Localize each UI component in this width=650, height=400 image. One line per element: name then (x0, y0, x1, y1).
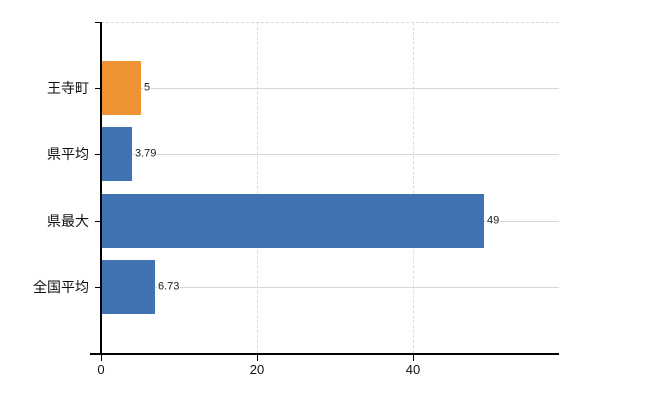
x-axis-tick (101, 355, 102, 361)
bar-value-label: 5 (143, 81, 152, 95)
x-axis-tick-label: 0 (97, 362, 105, 377)
y-axis-tick (95, 221, 101, 222)
x-axis-tick (257, 355, 258, 361)
bar (102, 127, 132, 181)
v-gridline (257, 22, 258, 353)
bar (102, 61, 141, 115)
y-axis-tick (95, 22, 101, 23)
y-axis-tick (95, 154, 101, 155)
bar-value-label: 6.73 (157, 280, 181, 294)
x-axis-tick-label: 40 (405, 362, 421, 377)
bar-value-label: 3.79 (134, 147, 158, 161)
y-axis-line (100, 22, 102, 355)
bar (102, 260, 155, 314)
h-gridline (101, 154, 559, 155)
category-label: 県平均 (47, 146, 89, 162)
y-axis-tick (95, 287, 101, 288)
bar (102, 194, 484, 248)
bar-value-label: 49 (486, 214, 501, 228)
plot-top-border (101, 22, 559, 23)
category-label: 全国平均 (33, 279, 89, 295)
v-gridline (413, 22, 414, 353)
h-gridline (101, 88, 559, 89)
x-axis-tick-label: 20 (249, 362, 265, 377)
y-axis-tick (95, 88, 101, 89)
category-label: 王寺町 (47, 80, 89, 96)
h-gridline (101, 287, 559, 288)
category-label: 県最大 (47, 213, 89, 229)
x-axis-tick (413, 355, 414, 361)
x-axis-line (90, 353, 559, 355)
